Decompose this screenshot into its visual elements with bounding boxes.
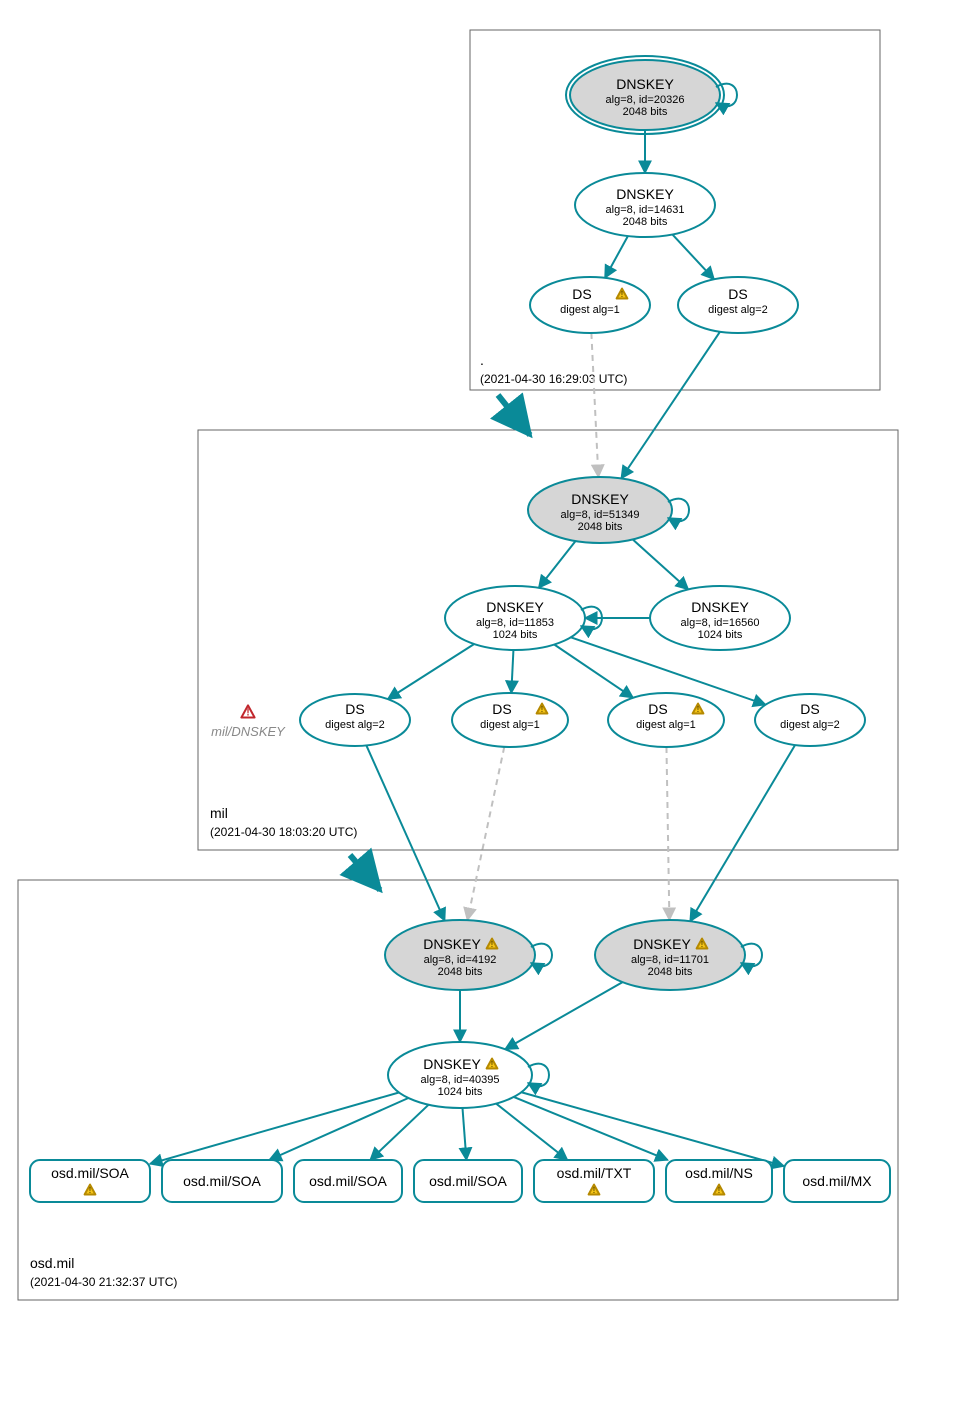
svg-text:digest alg=2: digest alg=2 xyxy=(780,719,840,731)
dnssec-diagram: . (2021-04-30 16:29:03 UTC) mil (2021-04-30… xyxy=(10,10,958,1398)
node-n4: DS digest alg=2 xyxy=(678,277,798,333)
svg-text:osd.mil/SOA: osd.mil/SOA xyxy=(183,1173,261,1189)
svg-text:osd.mil/MX: osd.mil/MX xyxy=(802,1173,872,1189)
svg-text:osd.mil/SOA: osd.mil/SOA xyxy=(429,1173,507,1189)
node-r1: osd.mil/SOA! xyxy=(30,1160,150,1202)
svg-text:2048 bits: 2048 bits xyxy=(578,521,623,533)
node-n7: DNSKEY alg=8, id=165601024 bits xyxy=(650,586,790,650)
svg-text:!: ! xyxy=(541,705,544,714)
svg-text:alg=8, id=16560: alg=8, id=16560 xyxy=(681,617,760,629)
svg-text:osd.mil/TXT: osd.mil/TXT xyxy=(557,1165,632,1181)
node-r2: osd.mil/SOA xyxy=(162,1160,282,1202)
node-n5: DNSKEY alg=8, id=513492048 bits xyxy=(528,477,689,543)
svg-text:(2021-04-30 16:29:03 UTC): (2021-04-30 16:29:03 UTC) xyxy=(480,372,627,386)
svg-text:digest alg=2: digest alg=2 xyxy=(708,304,768,316)
svg-text:DS: DS xyxy=(800,701,819,717)
svg-text:DNSKEY: DNSKEY xyxy=(633,936,691,952)
node-n11: DS digest alg=2 xyxy=(755,694,865,746)
svg-text:osd.mil/SOA: osd.mil/SOA xyxy=(309,1173,387,1189)
node-n10: DS!digest alg=1 xyxy=(608,693,724,747)
svg-text:DNSKEY: DNSKEY xyxy=(423,1056,481,1072)
svg-text:DNSKEY: DNSKEY xyxy=(691,599,749,615)
svg-text:1024 bits: 1024 bits xyxy=(438,1086,483,1098)
svg-text:digest alg=2: digest alg=2 xyxy=(325,719,385,731)
node-n13: DNSKEY! alg=8, id=117012048 bits xyxy=(595,920,762,990)
svg-text:mil/DNSKEY: mil/DNSKEY xyxy=(211,724,286,739)
svg-text:alg=8, id=4192: alg=8, id=4192 xyxy=(424,954,497,966)
node-n8: DS digest alg=2 xyxy=(300,694,410,746)
svg-text:DS: DS xyxy=(345,701,364,717)
svg-text:2048 bits: 2048 bits xyxy=(623,216,668,228)
svg-text:(2021-04-30 18:03:20 UTC): (2021-04-30 18:03:20 UTC) xyxy=(210,825,357,839)
svg-text:1024 bits: 1024 bits xyxy=(698,629,743,641)
svg-text:osd.mil: osd.mil xyxy=(30,1255,74,1271)
node-r5: osd.mil/TXT! xyxy=(534,1160,654,1202)
node-n9: DS!digest alg=1 xyxy=(452,693,568,747)
node-r6: osd.mil/NS! xyxy=(666,1160,772,1202)
node-r7: osd.mil/MX xyxy=(784,1160,890,1202)
svg-text:DS: DS xyxy=(648,701,667,717)
svg-text:digest alg=1: digest alg=1 xyxy=(636,719,696,731)
svg-text:.: . xyxy=(480,352,484,368)
svg-text:DNSKEY: DNSKEY xyxy=(423,936,481,952)
svg-text:digest alg=1: digest alg=1 xyxy=(560,304,620,316)
svg-text:osd.mil/NS: osd.mil/NS xyxy=(685,1165,753,1181)
node-n1: DNSKEY alg=8, id=203262048 bits xyxy=(566,56,737,134)
svg-text:2048 bits: 2048 bits xyxy=(623,106,668,118)
svg-text:!: ! xyxy=(246,708,249,719)
svg-text:alg=8, id=51349: alg=8, id=51349 xyxy=(561,509,640,521)
svg-text:DNSKEY: DNSKEY xyxy=(616,186,674,202)
svg-text:!: ! xyxy=(491,940,494,949)
svg-text:DS: DS xyxy=(728,286,747,302)
node-n12: DNSKEY! alg=8, id=41922048 bits xyxy=(385,920,552,990)
svg-text:!: ! xyxy=(697,705,700,714)
svg-text:!: ! xyxy=(593,1186,596,1195)
svg-text:alg=8, id=11701: alg=8, id=11701 xyxy=(631,954,709,966)
node-n14: DNSKEY! alg=8, id=403951024 bits xyxy=(388,1042,549,1108)
svg-text:DNSKEY: DNSKEY xyxy=(616,76,674,92)
svg-text:DS: DS xyxy=(572,286,591,302)
svg-text:!: ! xyxy=(89,1186,92,1195)
svg-text:digest alg=1: digest alg=1 xyxy=(480,719,540,731)
svg-text:DNSKEY: DNSKEY xyxy=(571,491,629,507)
node-r3: osd.mil/SOA xyxy=(294,1160,402,1202)
svg-text:alg=8, id=40395: alg=8, id=40395 xyxy=(421,1074,500,1086)
svg-text:!: ! xyxy=(621,290,624,299)
node-r4: osd.mil/SOA xyxy=(414,1160,522,1202)
node-n3: DS!digest alg=1 xyxy=(530,277,650,333)
svg-text:!: ! xyxy=(491,1060,494,1069)
svg-text:DS: DS xyxy=(492,701,511,717)
svg-text:alg=8, id=14631: alg=8, id=14631 xyxy=(606,204,685,216)
svg-text:2048 bits: 2048 bits xyxy=(438,966,483,978)
svg-text:!: ! xyxy=(701,940,704,949)
svg-text:DNSKEY: DNSKEY xyxy=(486,599,544,615)
svg-text:(2021-04-30 21:32:37 UTC): (2021-04-30 21:32:37 UTC) xyxy=(30,1275,177,1289)
svg-text:osd.mil/SOA: osd.mil/SOA xyxy=(51,1165,129,1181)
svg-text:alg=8, id=11853: alg=8, id=11853 xyxy=(476,617,554,629)
svg-text:!: ! xyxy=(718,1186,721,1195)
svg-text:alg=8, id=20326: alg=8, id=20326 xyxy=(606,94,685,106)
node-n2: DNSKEY alg=8, id=146312048 bits xyxy=(575,173,715,237)
svg-text:mil: mil xyxy=(210,805,228,821)
svg-text:1024 bits: 1024 bits xyxy=(493,629,538,641)
svg-text:2048 bits: 2048 bits xyxy=(648,966,693,978)
